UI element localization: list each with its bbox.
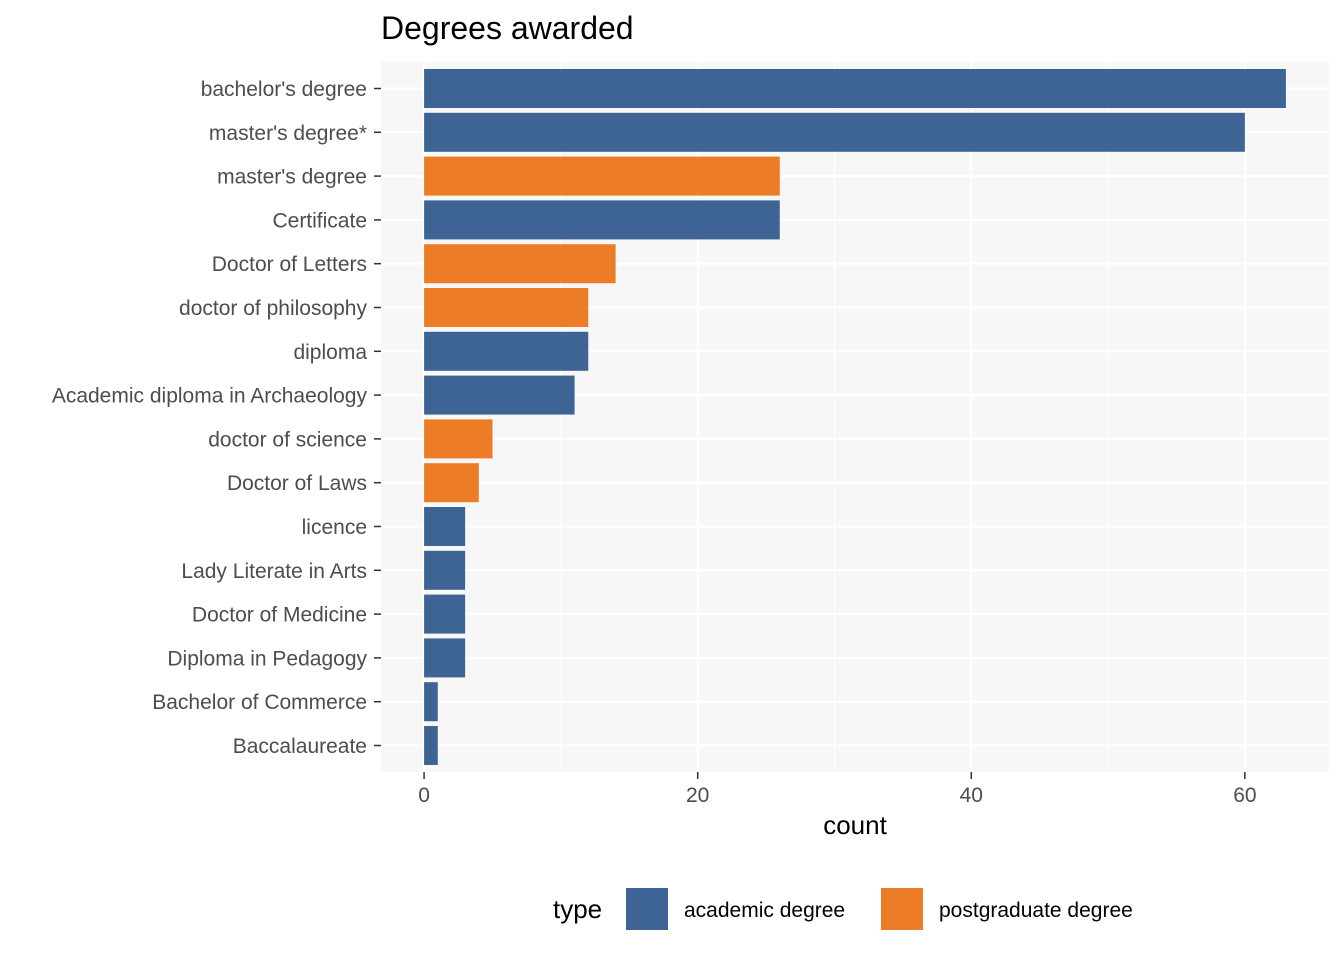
bar-bachelor-s-degree: [424, 69, 1286, 108]
bar-diploma: [424, 331, 589, 371]
bar-baccalaureate: [424, 726, 438, 765]
y-tick-label: Academic diploma in Archaeology: [52, 385, 368, 408]
y-tick-label: doctor of science: [208, 428, 367, 451]
y-tick-label: master's degree: [217, 166, 367, 189]
bar-doctor-of-medicine: [424, 594, 466, 634]
bar-master-s-degree: [424, 156, 780, 196]
y-tick-label: diploma: [293, 341, 367, 364]
legend-key: [626, 888, 668, 930]
bar-doctor-of-laws: [424, 463, 479, 503]
y-tick-label: doctor of philosophy: [179, 297, 367, 320]
y-tick-label: Lady Literate in Arts: [181, 560, 367, 583]
y-tick-label: Certificate: [272, 209, 367, 232]
y-tick-label: bachelor's degree: [201, 78, 367, 101]
bar-doctor-of-letters: [424, 244, 616, 284]
y-tick-label: master's degree*: [209, 122, 367, 145]
bar-doctor-of-science: [424, 419, 493, 459]
legend-label: postgraduate degree: [939, 899, 1133, 922]
chart-title: Degrees awarded: [381, 10, 634, 46]
y-tick-label: Doctor of Letters: [212, 253, 367, 276]
bar-certificate: [424, 200, 780, 240]
x-tick-label: 40: [960, 784, 983, 807]
legend: type academic degree postgraduate degree: [553, 888, 1133, 930]
x-tick-label: 20: [686, 784, 709, 807]
legend-title: type: [553, 894, 602, 924]
legend-key: [881, 888, 923, 930]
x-axis-title: count: [823, 810, 887, 840]
y-tick-label: Baccalaureate: [233, 735, 367, 758]
y-tick-label: Bachelor of Commerce: [152, 691, 367, 714]
bar-licence: [424, 507, 466, 546]
bar-doctor-of-philosophy: [424, 288, 589, 327]
y-tick-label: Doctor of Medicine: [192, 604, 367, 627]
bar-diploma-in-pedagogy: [424, 638, 466, 678]
x-axis: 0 20 40 60: [418, 772, 1257, 807]
bar-bachelor-of-commerce: [424, 682, 438, 722]
bar-academic-diploma-in-archaeology: [424, 375, 575, 415]
y-tick-label: licence: [302, 516, 367, 539]
bar-lady-literate-in-arts: [424, 550, 466, 590]
legend-label: academic degree: [684, 899, 845, 922]
y-axis: bachelor's degree master's degree* master'…: [52, 78, 381, 758]
bar-master-s-degree: [424, 112, 1245, 152]
x-tick-label: 0: [418, 784, 430, 807]
bars: [424, 69, 1286, 765]
y-tick-label: Doctor of Laws: [227, 472, 367, 495]
y-tick-label: Diploma in Pedagogy: [167, 647, 367, 670]
x-tick-label: 60: [1233, 784, 1256, 807]
